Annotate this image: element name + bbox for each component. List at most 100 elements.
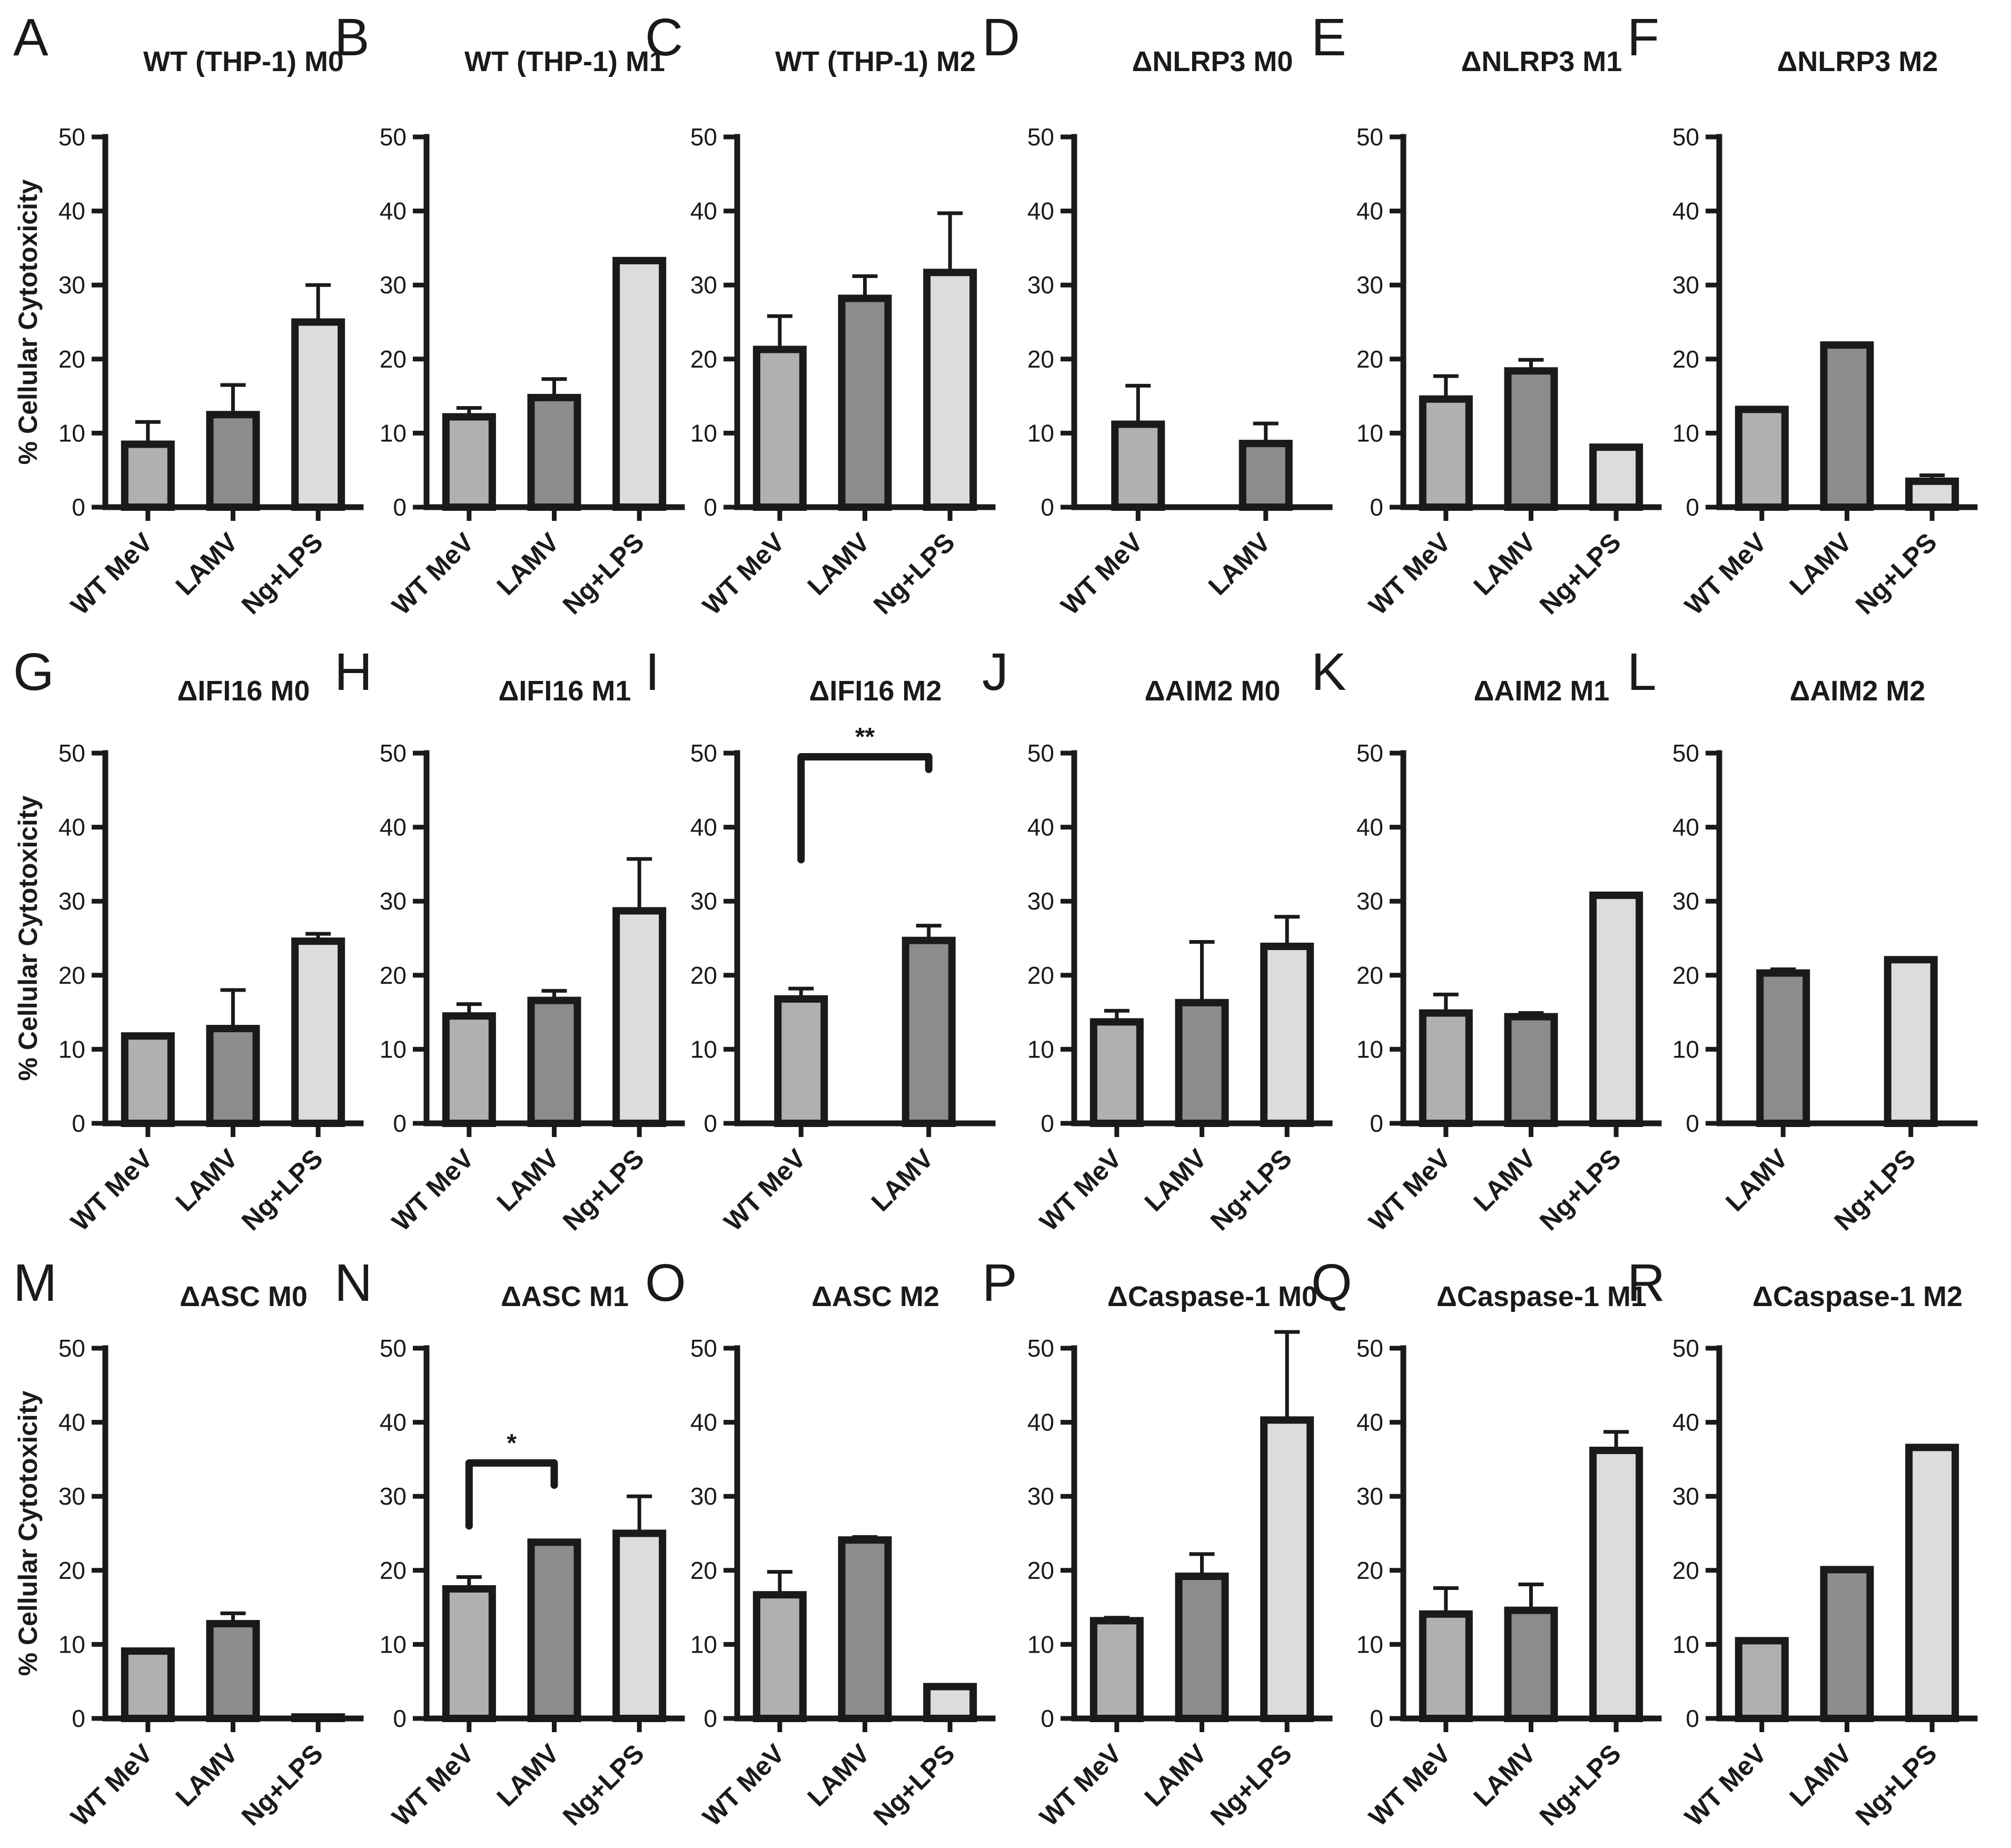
x-category-label: LAMV <box>802 527 876 601</box>
bar-wt-mev <box>774 995 828 1127</box>
panel-title: ΔNLRP3 M1 <box>1461 46 1622 77</box>
panel-title: ΔIFI16 M1 <box>499 675 631 707</box>
y-tick-label: 30 <box>690 271 717 299</box>
x-category-label: WT MeV <box>387 527 480 621</box>
panel-letter: N <box>334 1253 372 1312</box>
panel-letter: K <box>1311 643 1346 701</box>
y-tick-label: 50 <box>1356 1335 1383 1362</box>
x-category-label: Ng+LPS <box>868 1738 960 1831</box>
x-category-label: Ng+LPS <box>1205 1738 1297 1831</box>
panel-title: ΔCaspase-1 M2 <box>1752 1281 1963 1312</box>
y-tick-label: 20 <box>1027 962 1054 989</box>
y-tick-label: 40 <box>690 814 717 841</box>
y-tick-label: 0 <box>1370 1110 1383 1137</box>
x-category-label: LAMV <box>1784 1738 1858 1812</box>
y-tick-label: 50 <box>380 1335 407 1362</box>
panel-title: ΔASC M2 <box>811 1281 939 1312</box>
y-tick-label: 10 <box>1672 419 1699 447</box>
bar-lamv <box>1504 1606 1558 1723</box>
bar-lamv <box>1820 1566 1874 1723</box>
panel-r: R ΔCaspase-1 M2 0 10 20 30 40 50 WT MeV LAMVNg+LP… <box>1627 1253 1978 1832</box>
panel-title: ΔAIM2 M2 <box>1790 675 1926 707</box>
x-category-label: WT MeV <box>65 1143 159 1237</box>
x-category-label: WT MeV <box>1363 1143 1457 1237</box>
panel-title: ΔNLRP3 M2 <box>1777 46 1938 77</box>
panel-letter: E <box>1311 8 1346 67</box>
y-tick-label: 0 <box>393 1705 407 1732</box>
panel-letter: M <box>13 1253 57 1312</box>
y-tick-label: 0 <box>1041 493 1054 521</box>
y-tick-label: 30 <box>1356 1483 1383 1510</box>
x-category-label: LAMV <box>1720 1143 1794 1217</box>
x-category-label: LAMV <box>802 1738 876 1812</box>
panel-g: G ΔIFI16 M0 % Cellular Cytotoxicity 0 10 20 30… <box>13 643 364 1237</box>
bar-lamv <box>1175 999 1229 1128</box>
panel-letter: F <box>1627 8 1659 67</box>
x-category-label: LAMV <box>491 527 565 601</box>
y-tick-label: 50 <box>690 739 717 767</box>
y-tick-label: 40 <box>58 814 85 841</box>
bar-ng-lps <box>612 256 667 511</box>
y-tick-label: 30 <box>1672 271 1699 299</box>
y-tick-label: 50 <box>58 123 85 151</box>
x-category-label: LAMV <box>1468 1738 1542 1812</box>
y-tick-label: 20 <box>690 962 717 989</box>
y-tick-label: 10 <box>380 1035 407 1063</box>
y-tick-label: 0 <box>72 493 85 521</box>
x-category-label: Ng+LPS <box>557 527 650 620</box>
panel-p: P ΔCaspase-1 M0 0 10 20 30 40 50 WT MeV LAMVNg+LP… <box>982 1253 1333 1832</box>
panel-title: ΔAIM2 M0 <box>1145 675 1281 707</box>
y-tick-label: 40 <box>380 814 407 841</box>
bar-wt-mev <box>121 440 175 511</box>
x-category-label: Ng+LPS <box>1534 1143 1627 1236</box>
bar-ng-lps <box>1589 891 1643 1128</box>
y-tick-label: 30 <box>1672 887 1699 915</box>
panel-d: D ΔNLRP3 M0 0 10 20 30 40 50 WT MeV LAMV <box>982 8 1333 620</box>
bar-ng-lps <box>1884 956 1938 1128</box>
x-category-label: LAMV <box>866 1143 939 1217</box>
bar-ng-lps <box>1260 942 1314 1127</box>
x-category-label: LAMV <box>1203 527 1276 601</box>
panel-letter: G <box>13 643 54 701</box>
x-category-label: LAMV <box>1139 1143 1213 1217</box>
bar-wt-mev <box>1111 420 1165 511</box>
y-tick-label: 10 <box>380 419 407 447</box>
bar-lamv <box>527 393 581 511</box>
y-tick-label: 20 <box>1356 962 1383 989</box>
y-tick-label: 40 <box>1672 1409 1699 1436</box>
bar-wt-mev <box>1735 1637 1789 1723</box>
bar-ng-lps <box>1905 1444 1959 1723</box>
y-tick-label: 20 <box>1672 345 1699 373</box>
y-tick-label: 10 <box>690 419 717 447</box>
bar-lamv <box>1175 1573 1229 1723</box>
y-axis-label: % Cellular Cytotoxicity <box>13 179 43 465</box>
y-tick-label: 50 <box>1027 123 1054 151</box>
x-category-label: WT MeV <box>387 1143 480 1237</box>
bar-lamv <box>1756 969 1810 1128</box>
y-tick-label: 30 <box>1027 887 1054 915</box>
y-tick-label: 20 <box>1356 1557 1383 1584</box>
bar-lamv <box>1239 440 1293 511</box>
x-category-label: LAMV <box>1468 1143 1542 1217</box>
panel-title: ΔCaspase-1 M0 <box>1107 1281 1317 1312</box>
y-tick-label: 30 <box>1027 1483 1054 1510</box>
x-category-label: WT MeV <box>1034 1738 1128 1832</box>
y-tick-label: 40 <box>58 197 85 225</box>
y-tick-label: 20 <box>58 1557 85 1584</box>
x-category-label: LAMV <box>170 527 244 601</box>
bar-lamv <box>527 1538 581 1723</box>
panel-title: ΔIFI16 M2 <box>809 675 942 707</box>
y-tick-label: 40 <box>1027 814 1054 841</box>
y-tick-label: 30 <box>690 887 717 915</box>
x-category-label: WT MeV <box>1363 1738 1457 1832</box>
significance-label: * <box>507 1429 517 1457</box>
y-tick-label: 30 <box>380 887 407 915</box>
y-tick-label: 10 <box>58 1035 85 1063</box>
x-category-label: Ng+LPS <box>236 1143 329 1236</box>
bar-wt-mev <box>442 1012 496 1127</box>
y-tick-label: 0 <box>393 1110 407 1137</box>
bar-wt-mev <box>1419 1009 1473 1127</box>
y-tick-label: 10 <box>690 1630 717 1658</box>
